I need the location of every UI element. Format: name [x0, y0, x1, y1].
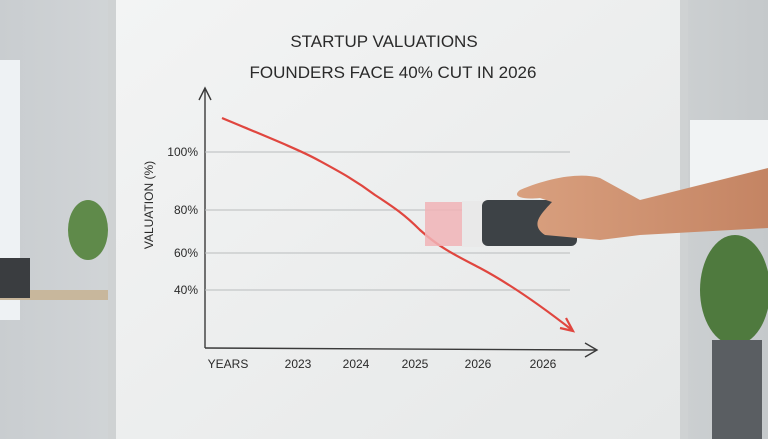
window	[0, 60, 20, 320]
x-tick-label: 2026	[465, 357, 492, 371]
x-axis	[204, 347, 597, 351]
y-tick-label: 100%	[167, 145, 198, 159]
desk	[0, 290, 110, 300]
y-tick-label: 60%	[174, 246, 198, 260]
subtitle: FOUNDERS FACE 40% CUT IN 2026	[250, 63, 537, 82]
y-tick-label: 80%	[174, 203, 198, 217]
x-tick-label: 2026	[530, 357, 557, 371]
y-tick-label: 40%	[174, 283, 198, 297]
x-tick-label: 2024	[343, 357, 370, 371]
y-axis-arrow	[198, 86, 212, 101]
y-axis-label: VALUATION (%)	[142, 161, 156, 249]
x-tick-label: 2025	[402, 357, 429, 371]
plant	[68, 200, 108, 260]
pot	[712, 340, 762, 439]
eraser-felt	[462, 201, 484, 247]
chair	[0, 258, 30, 298]
trend-arrow	[559, 317, 576, 333]
trend-line	[221, 116, 573, 331]
title: STARTUP VALUATIONS	[290, 32, 477, 51]
plant-right	[700, 235, 768, 345]
x-tick-label: 2023	[285, 357, 312, 371]
x-axis-arrow	[584, 342, 599, 358]
x-axis-label: YEARS	[208, 357, 249, 371]
hand	[516, 168, 768, 240]
